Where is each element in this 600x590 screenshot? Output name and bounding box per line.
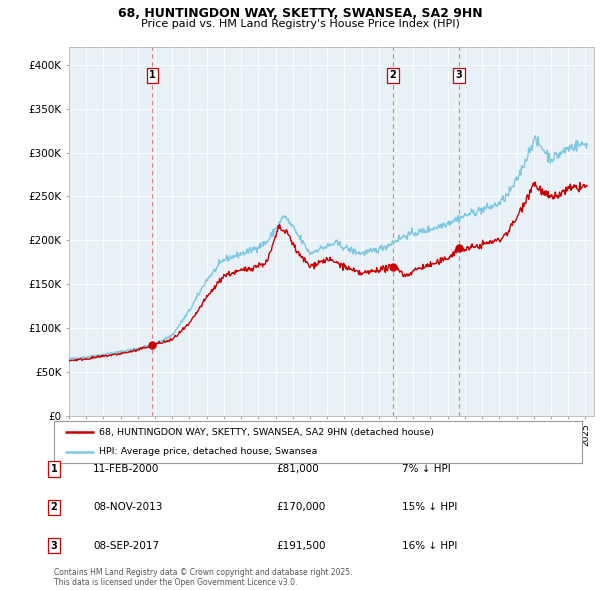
Text: 08-NOV-2013: 08-NOV-2013 (93, 503, 163, 512)
Text: 2: 2 (50, 503, 58, 512)
Text: 3: 3 (50, 541, 58, 550)
Text: Price paid vs. HM Land Registry's House Price Index (HPI): Price paid vs. HM Land Registry's House … (140, 19, 460, 29)
Text: 16% ↓ HPI: 16% ↓ HPI (402, 541, 457, 550)
Text: £81,000: £81,000 (276, 464, 319, 474)
Text: 08-SEP-2017: 08-SEP-2017 (93, 541, 159, 550)
Point (454, 243, 464, 253)
Text: £191,500: £191,500 (276, 541, 325, 550)
Text: HPI: Average price, detached house, Swansea: HPI: Average price, detached house, Swan… (99, 447, 317, 456)
Text: Contains HM Land Registry data © Crown copyright and database right 2025.
This d: Contains HM Land Registry data © Crown c… (54, 568, 353, 587)
Text: 2: 2 (390, 70, 397, 80)
Text: 68, HUNTINGDON WAY, SKETTY, SWANSEA, SA2 9HN (detached house): 68, HUNTINGDON WAY, SKETTY, SWANSEA, SA2… (99, 428, 434, 437)
Point (148, 340, 157, 349)
Text: 68, HUNTINGDON WAY, SKETTY, SWANSEA, SA2 9HN: 68, HUNTINGDON WAY, SKETTY, SWANSEA, SA2… (118, 7, 482, 20)
Text: 1: 1 (149, 70, 156, 80)
Text: 3: 3 (456, 70, 463, 80)
Text: 7% ↓ HPI: 7% ↓ HPI (402, 464, 451, 474)
Point (388, 262, 398, 271)
Text: 11-FEB-2000: 11-FEB-2000 (93, 464, 160, 474)
Text: £170,000: £170,000 (276, 503, 325, 512)
Text: 1: 1 (50, 464, 58, 474)
Text: 15% ↓ HPI: 15% ↓ HPI (402, 503, 457, 512)
